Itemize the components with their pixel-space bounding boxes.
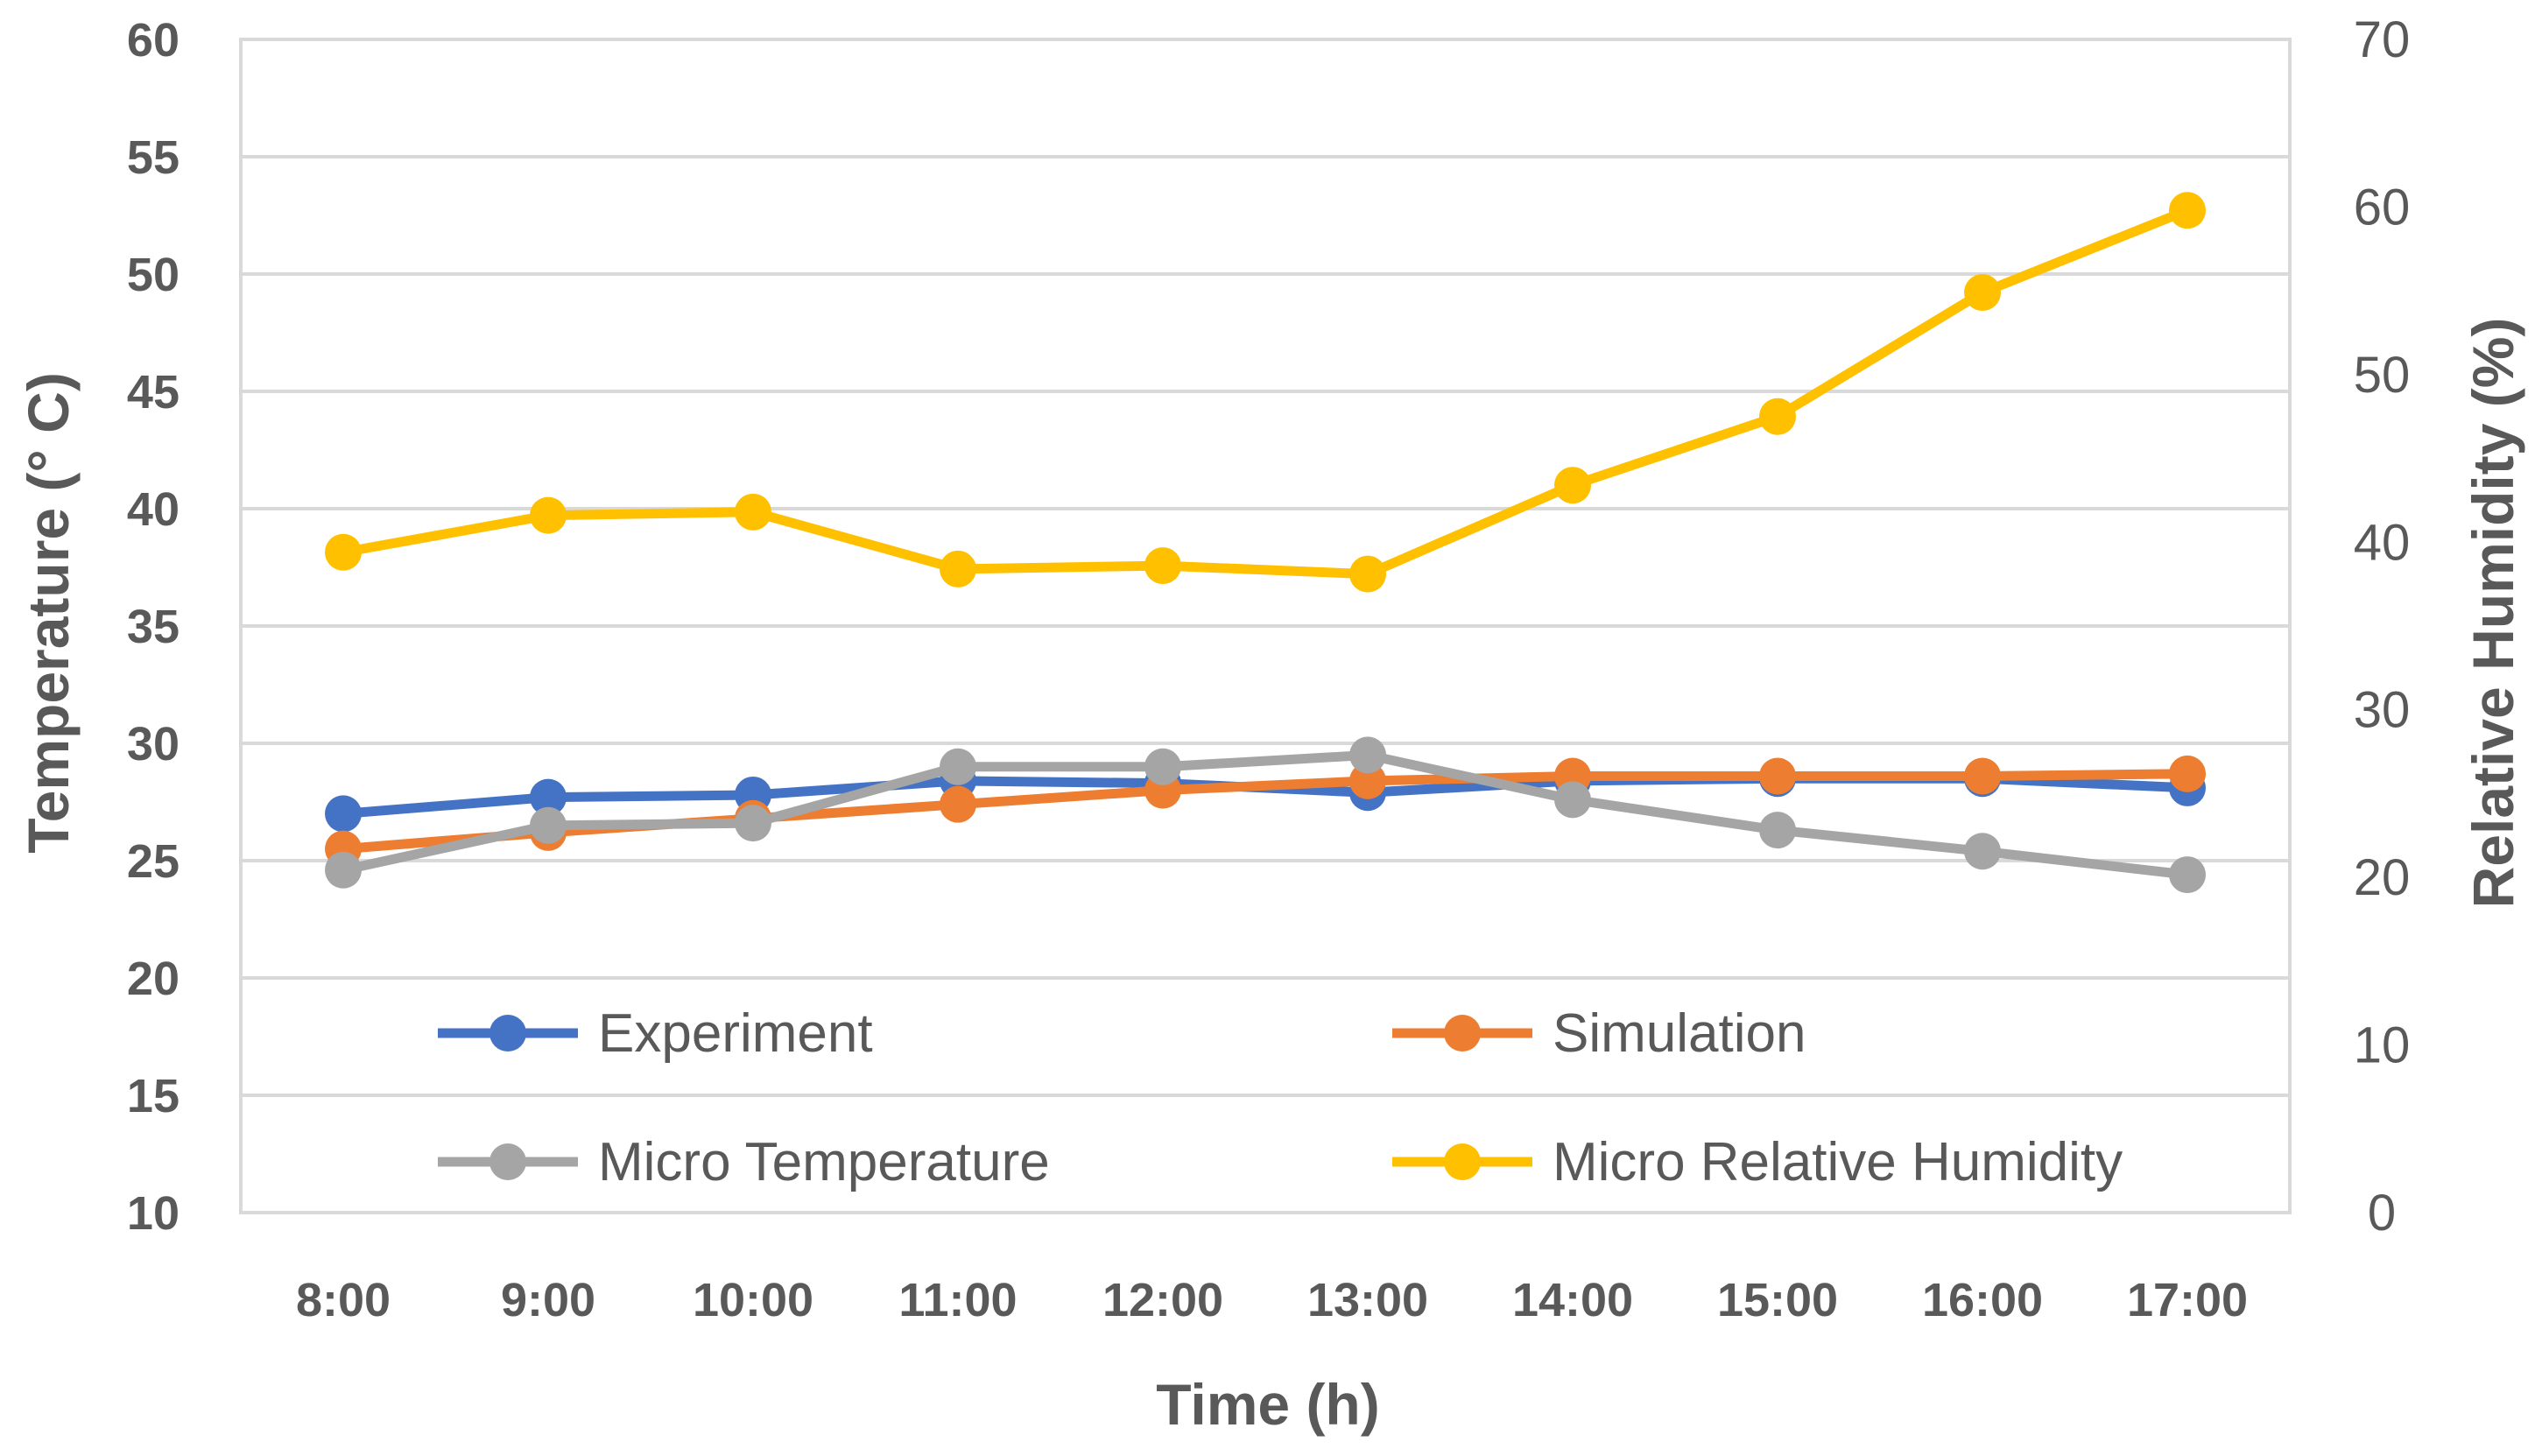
y-axis-title: Temperature (° C) (16, 372, 81, 854)
legend-label: Micro Temperature (598, 1132, 1050, 1192)
x-tick-label: 11:00 (898, 1274, 1017, 1326)
y-tick-label: 35 (127, 601, 180, 653)
y-tick-label: 15 (127, 1070, 180, 1122)
data-point (2169, 192, 2206, 229)
x-tick-label: 10:00 (693, 1274, 813, 1326)
data-point (1964, 833, 2001, 870)
y-tick-label: 10 (127, 1187, 180, 1240)
data-point (530, 778, 567, 816)
series-line (338, 205, 2193, 580)
data-point (530, 806, 567, 844)
y-tick-label: 60 (127, 14, 180, 67)
y-tick-label: 30 (127, 718, 180, 770)
legend-label: Simulation (1553, 1003, 1806, 1064)
legend-label: Experiment (598, 1003, 873, 1064)
y2-tick-label: 0 (2368, 1185, 2396, 1241)
legend-item: Experiment (438, 1003, 873, 1064)
data-point (1759, 812, 1796, 849)
legend-marker (1444, 1143, 1481, 1180)
x-tick-label: 15:00 (1717, 1274, 1838, 1326)
series-line (338, 749, 2193, 880)
y2-tick-label: 40 (2354, 514, 2411, 571)
right-axis-ticks: 0 10 20 30 40 50 60 70 (2354, 11, 2411, 1241)
data-point (325, 533, 362, 571)
data-point (940, 785, 976, 823)
data-point (530, 496, 567, 534)
y-tick-label: 50 (127, 249, 180, 301)
series-micro-relative-humidity (325, 192, 2206, 593)
legend-marker (489, 1143, 526, 1180)
y2-axis-title: Relative Humidity (%) (2461, 318, 2525, 909)
data-point (1759, 397, 1796, 435)
data-point (1554, 467, 1591, 504)
series-layer (325, 192, 2206, 894)
data-point (1349, 555, 1386, 593)
y2-tick-label: 70 (2354, 11, 2411, 68)
data-point (735, 805, 771, 842)
y-tick-label: 45 (127, 366, 180, 419)
legend: Experiment Simulation Micro Temperature Mic… (438, 1003, 2123, 1192)
x-tick-label: 9:00 (501, 1274, 595, 1326)
legend-marker (489, 1015, 526, 1052)
data-point (1964, 757, 2001, 795)
x-tick-label: 17:00 (2127, 1274, 2248, 1326)
y2-tick-label: 10 (2354, 1017, 2411, 1074)
data-point (1349, 762, 1386, 799)
x-tick-label: 13:00 (1307, 1274, 1428, 1326)
data-point (1349, 736, 1386, 774)
x-axis-title: Time (h) (1156, 1372, 1379, 1437)
data-point (2169, 856, 2206, 894)
y2-tick-label: 60 (2354, 179, 2411, 236)
legend-label: Micro Relative Humidity (1553, 1132, 2123, 1192)
plot-area-frame (239, 38, 2292, 1214)
x-tick-label: 16:00 (1922, 1274, 2043, 1326)
x-tick-label: 14:00 (1512, 1274, 1633, 1326)
y2-tick-label: 50 (2354, 347, 2411, 404)
data-point (1144, 748, 1181, 785)
y-tick-label: 40 (127, 483, 180, 536)
data-point (940, 748, 976, 785)
legend-item: Simulation (1392, 1003, 1806, 1064)
data-point (325, 795, 362, 833)
x-tick-label: 12:00 (1102, 1274, 1223, 1326)
y-tick-label: 55 (127, 131, 180, 184)
data-point (2169, 755, 2206, 792)
y2-tick-label: 20 (2354, 849, 2411, 906)
series-micro-temperature (325, 736, 2206, 894)
left-axis-ticks: 10 15 20 25 30 35 40 45 50 55 60 (127, 14, 180, 1240)
legend-item: Micro Temperature (438, 1132, 1050, 1192)
data-point (940, 550, 976, 587)
y2-tick-label: 30 (2354, 682, 2411, 739)
data-point (735, 493, 771, 531)
legend-item: Micro Relative Humidity (1392, 1132, 2123, 1192)
data-point (325, 851, 362, 889)
data-point (1964, 274, 2001, 312)
y-tick-label: 20 (127, 953, 180, 1005)
data-point (1144, 547, 1181, 585)
data-point (1554, 781, 1591, 819)
x-axis-ticks: 8:00 9:00 10:00 11:00 12:00 13:00 14:00 15:00 16… (296, 1274, 2248, 1326)
data-point (1759, 757, 1796, 795)
y-tick-label: 25 (127, 835, 180, 888)
legend-marker (1444, 1015, 1481, 1052)
x-tick-label: 8:00 (296, 1274, 391, 1326)
